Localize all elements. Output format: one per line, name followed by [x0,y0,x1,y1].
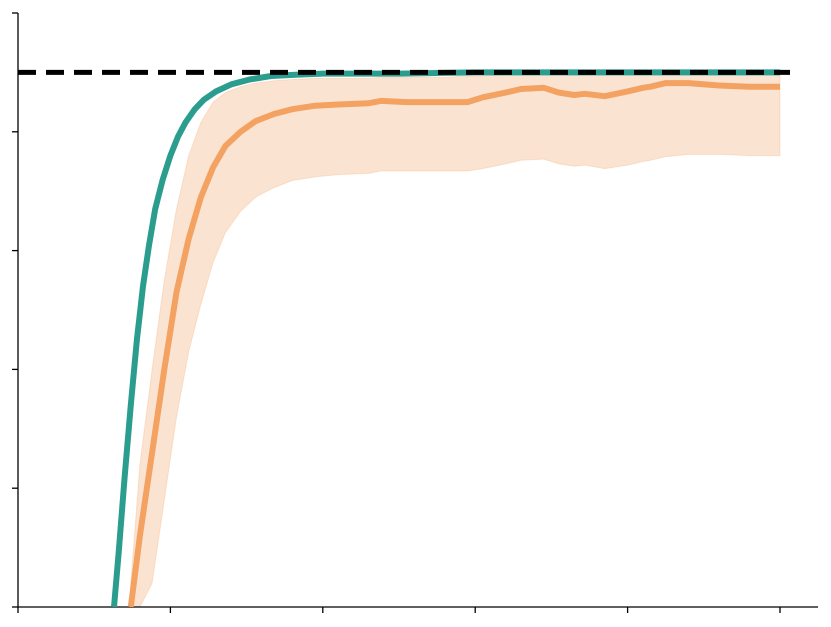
series-layer [111,69,780,607]
series-2-line [127,80,780,607]
confidence-band-layer [130,74,781,607]
series-2-confidence-band [130,74,781,607]
series-1-line [111,69,780,607]
axes [12,12,818,613]
